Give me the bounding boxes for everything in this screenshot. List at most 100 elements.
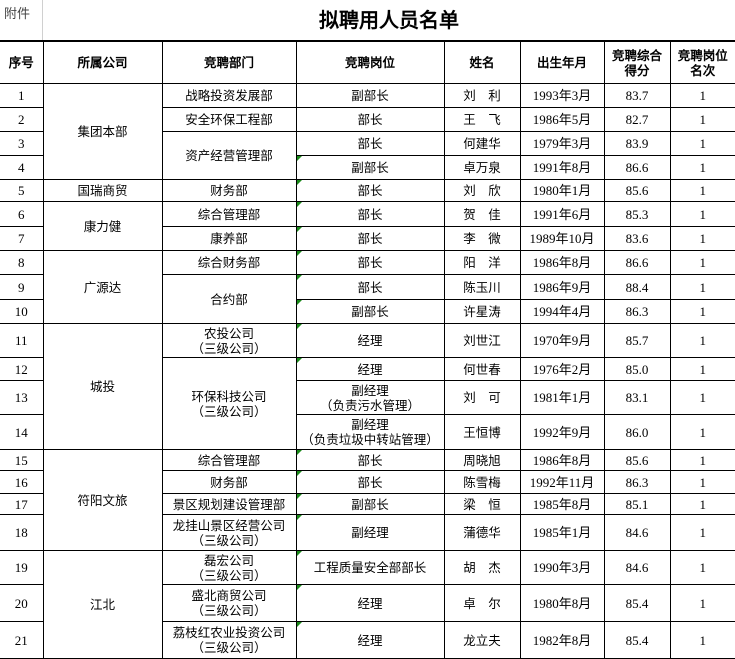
name-cell: 刘 欣 [443, 179, 521, 202]
rank-cell: 1 [669, 584, 735, 622]
position-cell: 部长 [295, 107, 445, 132]
header-row: 序号 所属公司 竞聘部门 竞聘岗位 姓名 出生年月 竞聘综合得分 竞聘岗位名次 [0, 41, 735, 84]
name-cell: 李 微 [443, 226, 521, 251]
rank-cell: 1 [669, 470, 735, 494]
table-row: 3 资产经营管理部 部长 何建华 1979年3月 83.9 1 [0, 131, 735, 180]
birth-cell: 1976年2月 [519, 357, 605, 381]
department-cell: 合约部 [161, 274, 297, 324]
score-cell: 84.6 [603, 550, 671, 585]
table-row: 12 环保科技公司 （三级公司） 经理 何世春 1976年2月 85.0 1 [0, 357, 735, 450]
name-cell: 蒲德华 [443, 514, 521, 551]
birth-cell: 1970年9月 [519, 323, 605, 358]
rank-cell: 1 [669, 621, 735, 659]
table-row: 15 符阳文旅 综合管理部 部长 周晓旭 1986年8月 85.6 1 [0, 449, 735, 551]
department-cell: 安全环保工程部 [161, 107, 297, 132]
score-cell: 85.1 [603, 493, 671, 515]
rank-cell: 1 [669, 550, 735, 585]
table-row: 5 国瑞商贸 财务部 部长刘 欣 1980年1月 85.6 1 [0, 179, 735, 202]
rank-cell: 1 [669, 299, 735, 324]
position-cell: 经理 [295, 323, 445, 358]
rank-cell: 1 [669, 414, 735, 450]
department-cell: 龙挂山景区经营公司 （三级公司） [161, 514, 297, 551]
position-cell: 工程质量安全部部长 [295, 550, 445, 585]
birth-cell: 1989年10月 [519, 226, 605, 251]
score-cell: 86.6 [603, 155, 671, 180]
name-cell: 卓万泉 [443, 155, 521, 180]
rank-cell: 1 [669, 274, 735, 300]
department-cell: 环保科技公司 （三级公司） [161, 357, 297, 450]
table-row: 13 副经理 （负责污水管理）刘 可 1981年1月 83.1 1 [0, 380, 735, 415]
table-row: 21 荔枝红农业投资公司 （三级公司） 经理 龙立夫 1982年8月 85.4 1 [0, 621, 735, 659]
seq-cell: 18 [0, 514, 44, 551]
header-seq: 序号 [0, 41, 44, 84]
table-row: 14 副经理 （负责垃圾中转站管理） 王恒博 1992年9月 86.0 1 [0, 414, 735, 450]
seq-cell: 13 [0, 380, 44, 415]
rank-cell: 1 [669, 226, 735, 251]
score-cell: 83.9 [603, 131, 671, 156]
seq-cell: 7 [0, 226, 44, 251]
birth-cell: 1985年8月 [519, 493, 605, 515]
name-cell: 陈雪梅 [443, 470, 521, 494]
rank-cell: 1 [669, 83, 735, 108]
seq-cell: 8 [0, 250, 44, 275]
title-row: 附件 拟聘用人员名单 [0, 0, 735, 41]
birth-cell: 1991年6月 [519, 201, 605, 227]
seq-cell: 9 [0, 274, 44, 300]
score-cell: 86.0 [603, 414, 671, 450]
company-cell: 集团本部 [42, 83, 163, 180]
birth-cell: 1992年11月 [519, 470, 605, 494]
seq-cell: 15 [0, 449, 44, 471]
company-cell: 城投 [42, 323, 163, 450]
score-cell: 85.0 [603, 357, 671, 381]
name-cell: 许星涛 [443, 299, 521, 324]
score-cell: 85.6 [603, 449, 671, 471]
name-cell: 梁 恒 [443, 493, 521, 515]
rank-cell: 1 [669, 107, 735, 132]
name-cell: 刘 利 [443, 83, 521, 108]
company-cell: 康力健 [42, 201, 163, 251]
rank-cell: 1 [669, 131, 735, 156]
position-cell: 副部长 [295, 155, 445, 180]
seq-cell: 16 [0, 470, 44, 494]
position-cell: 部长 [295, 470, 445, 494]
seq-cell: 21 [0, 621, 44, 659]
seq-cell: 10 [0, 299, 44, 324]
rank-cell: 1 [669, 357, 735, 381]
seq-cell: 5 [0, 179, 44, 202]
seq-cell: 12 [0, 357, 44, 381]
seq-cell: 3 [0, 131, 44, 156]
department-cell: 荔枝红农业投资公司 （三级公司） [161, 621, 297, 659]
seq-cell: 19 [0, 550, 44, 585]
department-cell: 综合财务部 [161, 250, 297, 275]
position-cell: 部长 [295, 449, 445, 471]
seq-cell: 17 [0, 493, 44, 515]
score-cell: 85.4 [603, 584, 671, 622]
position-cell: 副经理 （负责垃圾中转站管理） [295, 414, 445, 450]
attachment-label: 附件 [0, 0, 43, 40]
position-cell: 副部长 [295, 493, 445, 515]
rank-cell: 1 [669, 514, 735, 551]
department-cell: 综合管理部 [161, 201, 297, 227]
position-cell: 副部长 [295, 83, 445, 108]
seq-cell: 14 [0, 414, 44, 450]
table-row: 9 合约部 部长 陈玉川 1986年9月 88.4 1 [0, 274, 735, 324]
department-cell: 康养部 [161, 226, 297, 251]
birth-cell: 1982年8月 [519, 621, 605, 659]
company-cell: 符阳文旅 [42, 449, 163, 551]
seq-cell: 20 [0, 584, 44, 622]
score-cell: 82.7 [603, 107, 671, 132]
score-cell: 85.7 [603, 323, 671, 358]
birth-cell: 1994年4月 [519, 299, 605, 324]
department-cell: 景区规划建设管理部 [161, 493, 297, 515]
rank-cell: 1 [669, 201, 735, 227]
score-cell: 85.3 [603, 201, 671, 227]
score-cell: 84.6 [603, 514, 671, 551]
birth-cell: 1990年3月 [519, 550, 605, 585]
rank-cell: 1 [669, 493, 735, 515]
rank-cell: 1 [669, 380, 735, 415]
rank-cell: 1 [669, 179, 735, 202]
table-row: 11 城投 农投公司 （三级公司） 经理 刘世江 1970年9月 85.7 1 [0, 323, 735, 450]
birth-cell: 1980年1月 [519, 179, 605, 202]
name-cell: 周晓旭 [443, 449, 521, 471]
header-company: 所属公司 [42, 41, 163, 84]
